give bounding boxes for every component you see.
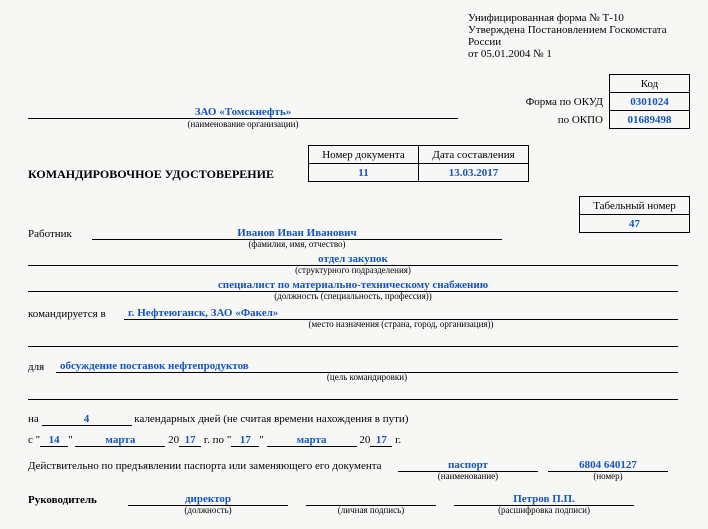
duration-suffix: календарных дней (не считая времени нахо… [134,413,408,425]
period-m2: марта [267,434,357,447]
header-line: Утверждена Постановлением Госкомстата Ро… [468,24,690,48]
employee-label: Работник [28,228,92,240]
period-g: г. [395,434,401,446]
okud-label: Форма по ОКУД [470,93,610,111]
purpose-caption: (цель командировки) [56,372,678,382]
okpo-value: 01689498 [610,111,690,129]
passport-docname-caption: (наименование) [398,471,538,481]
position-caption: (должность (специальность, профессия)) [28,291,678,301]
passport-num-caption: (номер) [548,471,668,481]
purpose-label: для [28,361,56,373]
docnum-label: Номер документа [309,146,419,164]
manager-name-caption: (расшифровка подписи) [454,505,634,515]
manager-sign-caption: (личная подпись) [306,505,436,515]
manager-position-caption: (должность) [128,505,288,515]
period-y1: 17 [179,434,201,447]
dest-line2 [28,335,678,347]
header-line: от 05.01.2004 № 1 [468,48,690,60]
passport-label: Действительно по предъявлении паспорта и… [28,460,398,472]
duration-prefix: на [28,413,39,425]
okud-value: 0301024 [610,93,690,111]
org-caption: (наименование организации) [28,119,458,129]
docdate-value: 13.03.2017 [419,164,529,182]
docdate-label: Дата составления [419,146,529,164]
purpose-line2 [28,388,678,400]
codes-table: Код Форма по ОКУД 0301024 по ОКПО 016894… [470,74,690,129]
period-s: с [28,434,33,446]
assign-label: командируется в [28,308,124,320]
okpo-label: по ОКПО [470,111,610,129]
tabno-table: Табельный номер 47 [579,196,690,233]
dept-caption: (структурного подразделения) [28,265,678,275]
doc-number-table: Номер документа Дата составления 11 13.0… [308,145,529,182]
period-po: г. по [204,434,224,446]
form-header: Унифицированная форма № Т-10 Утверждена … [468,12,690,60]
duration-days: 4 [42,413,132,426]
dest-caption: (место назначения (страна, город, органи… [124,319,678,329]
period-d2: 17 [231,434,259,447]
tabno-value: 47 [580,215,690,233]
period-d1: 14 [40,434,68,447]
header-line: Унифицированная форма № Т-10 [468,12,690,24]
tabno-label: Табельный номер [580,197,690,215]
manager-label: Руководитель [28,494,128,506]
doc-title: КОМАНДИРОВОЧНОЕ УДОСТОВЕРЕНИЕ [28,167,308,182]
kod-label: Код [610,75,690,93]
period-m1: марта [75,434,165,447]
fio-caption: (фамилия, имя, отчество) [92,239,502,249]
period-y2: 17 [370,434,392,447]
org-name: ЗАО «Томскнефть» [28,106,458,119]
docnum-value: 11 [309,164,419,182]
